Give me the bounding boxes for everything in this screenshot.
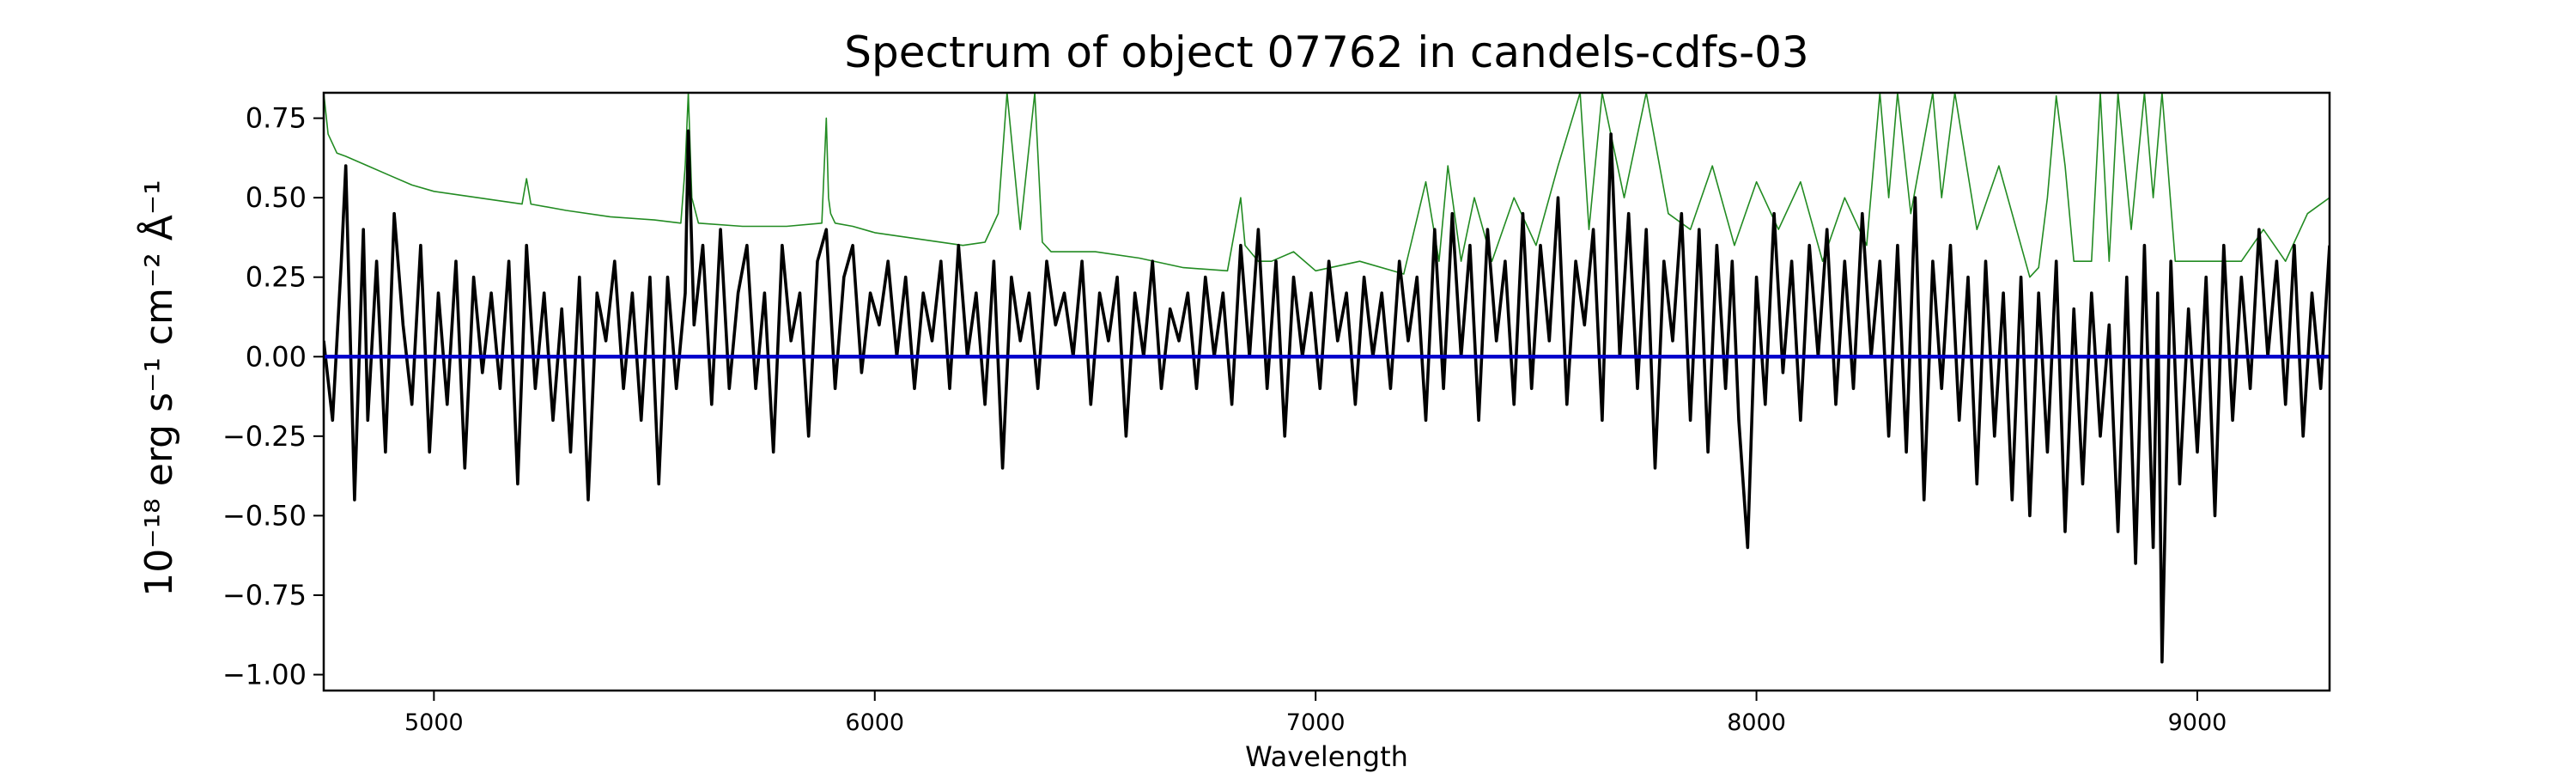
chart-title: Spectrum of object 07762 in candels-cdfs… bbox=[844, 27, 1809, 77]
y-tick-label: −0.50 bbox=[222, 499, 307, 532]
plot-marks bbox=[324, 93, 2330, 664]
y-axis-ticks: 0.75 0.50 0.25 0.00 −0.25 −0.50 −0.75 −1.00 bbox=[222, 102, 324, 691]
y-tick-label: 0.50 bbox=[246, 181, 307, 214]
x-axis-label: Wavelength bbox=[1245, 740, 1408, 773]
x-axis-ticks: 5000 6000 7000 8000 9000 bbox=[404, 691, 2227, 736]
y-tick-label: 0.25 bbox=[246, 261, 307, 294]
x-tick-label: 7000 bbox=[1286, 709, 1346, 736]
y-tick-label: −0.25 bbox=[222, 420, 307, 453]
y-axis-label: 10⁻¹⁸ erg s⁻¹ cm⁻² Å⁻¹ bbox=[136, 180, 181, 596]
y-tick-label: 0.00 bbox=[246, 340, 307, 373]
x-tick-label: 5000 bbox=[404, 709, 464, 736]
x-tick-label: 9000 bbox=[2168, 709, 2227, 736]
y-tick-label: 0.75 bbox=[246, 102, 307, 135]
x-tick-label: 6000 bbox=[845, 709, 904, 736]
y-tick-label: −0.75 bbox=[222, 579, 307, 612]
noise-series-line bbox=[324, 93, 2330, 278]
flux-series-line bbox=[324, 129, 2330, 664]
x-tick-label: 8000 bbox=[1727, 709, 1786, 736]
plot-frame bbox=[322, 91, 2331, 692]
y-tick-label: −1.00 bbox=[222, 658, 307, 691]
